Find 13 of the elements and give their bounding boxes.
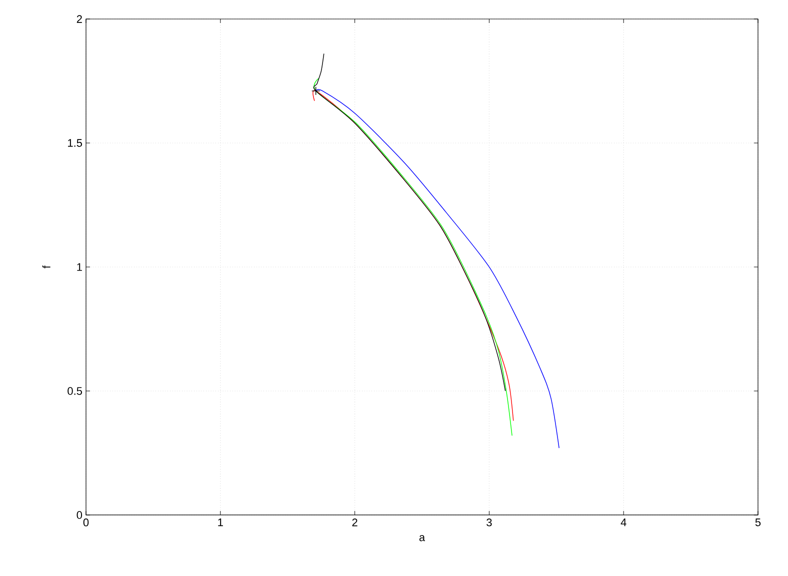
y-tick-label: 1 xyxy=(77,263,82,271)
x-tick-label: 0 xyxy=(83,518,89,526)
x-tick-label: 3 xyxy=(486,518,492,526)
y-axis-title: f xyxy=(42,265,50,268)
x-tick-label: 1 xyxy=(218,518,223,526)
x-axis-title: a xyxy=(419,535,426,542)
y-tick-label: 2 xyxy=(76,15,82,23)
y-tick-label: 1.5 xyxy=(68,139,82,147)
x-tick-label: 4 xyxy=(620,518,626,526)
y-tick-label: 0 xyxy=(76,511,82,519)
x-tick-label: 2 xyxy=(352,518,358,526)
y-tick-label: 0.5 xyxy=(68,387,82,395)
x-tick-label: 5 xyxy=(755,518,761,526)
